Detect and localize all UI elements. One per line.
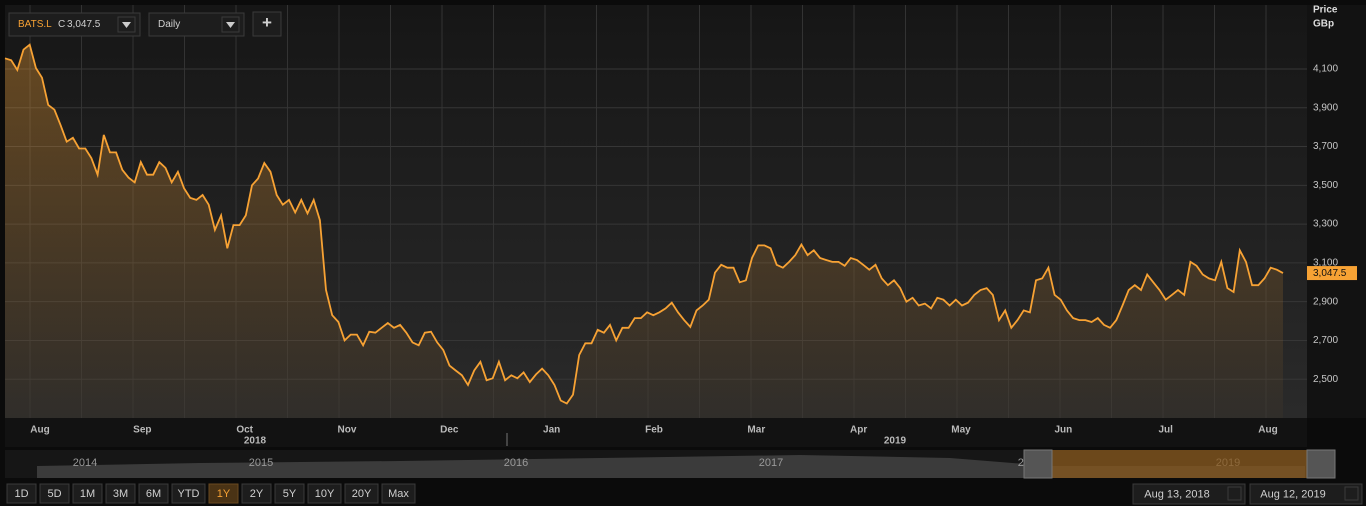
range-button-label: 2Y xyxy=(250,488,264,500)
x-tick-label: Apr xyxy=(850,425,867,436)
y-tick-label: 2,500 xyxy=(1313,374,1338,385)
x-tick-label: Aug xyxy=(30,425,49,436)
navigator-year: 2014 xyxy=(73,457,97,469)
range-button[interactable]: 10Y xyxy=(307,483,342,504)
y-tick-label: 3,900 xyxy=(1313,102,1338,113)
range-button-label: 6M xyxy=(146,488,161,500)
y-tick-label: 2,900 xyxy=(1313,296,1338,307)
range-button[interactable]: 6M xyxy=(138,483,169,504)
interval-select[interactable]: Daily xyxy=(148,12,245,37)
range-button-label: 5D xyxy=(47,488,61,500)
range-button-bg xyxy=(171,483,206,504)
y-axis-label: Price xyxy=(1313,5,1338,16)
range-buttons: 1D 5D 1M 3M 6M YTD 1Y 2Y 5Y 10Y 20Y Max xyxy=(6,483,416,504)
range-button-label: 1M xyxy=(80,488,95,500)
range-button[interactable]: Max xyxy=(381,483,416,504)
x-tick-label: Jun xyxy=(1054,425,1072,436)
range-button-bg xyxy=(39,483,70,504)
navigator-year: 2017 xyxy=(759,457,783,469)
range-button-label: 20Y xyxy=(352,488,372,500)
interval: Daily xyxy=(158,19,180,30)
range-button-bg xyxy=(344,483,379,504)
range-button-bg xyxy=(307,483,342,504)
y-tick-label: 4,100 xyxy=(1313,64,1338,75)
year-label: 2019 xyxy=(884,436,907,447)
navigator-silhouette xyxy=(37,455,1305,478)
range-button[interactable]: 1D xyxy=(6,483,37,504)
range-button[interactable]: 3M xyxy=(105,483,136,504)
range-button[interactable]: 2Y xyxy=(241,483,272,504)
navigator-year: 2015 xyxy=(249,457,273,469)
x-tick-label: Oct xyxy=(236,425,253,436)
range-button-bg xyxy=(381,483,416,504)
range-button-label: 5Y xyxy=(283,488,297,500)
navigator-year: 2016 xyxy=(504,457,528,469)
range-button[interactable]: 5D xyxy=(39,483,70,504)
navigator-handle-right[interactable] xyxy=(1306,449,1336,479)
instrument: BATS.L xyxy=(18,19,52,30)
x-tick-label: Jan xyxy=(543,425,560,436)
range-button-label: 1Y xyxy=(217,488,231,500)
range-button[interactable]: 1Y xyxy=(208,483,239,504)
date-from[interactable]: Aug 13, 2018 xyxy=(1132,483,1246,505)
x-tick-label: Jul xyxy=(1158,425,1173,436)
x-tick-label: Feb xyxy=(645,425,663,436)
x-tick-label: Mar xyxy=(747,425,765,436)
navigator-handle-left[interactable] xyxy=(1023,449,1053,479)
date-to[interactable]: Aug 12, 2019 xyxy=(1249,483,1363,505)
range-button-label: YTD xyxy=(178,488,200,500)
range-button-label: Max xyxy=(388,488,409,500)
range-button-bg xyxy=(105,483,136,504)
y-tick-label: 3,100 xyxy=(1313,258,1338,269)
y-axis-unit: GBp xyxy=(1313,19,1334,30)
y-tick-label: 3,700 xyxy=(1313,141,1338,152)
add-button[interactable]: + xyxy=(252,11,282,37)
x-tick-label: Sep xyxy=(133,425,151,436)
range-button[interactable]: 20Y xyxy=(344,483,379,504)
range-button-bg xyxy=(241,483,272,504)
y-tick-label: 3,300 xyxy=(1313,219,1338,230)
range-button[interactable]: 5Y xyxy=(274,483,305,504)
x-tick-label: May xyxy=(951,425,971,436)
range-button-label: 3M xyxy=(113,488,128,500)
range-button-bg xyxy=(6,483,37,504)
x-tick-label: Aug xyxy=(1258,425,1277,436)
x-tick-label: Dec xyxy=(440,425,459,436)
x-tick-label: Nov xyxy=(338,425,357,436)
range-button-bg xyxy=(138,483,169,504)
range-button-bg xyxy=(72,483,103,504)
range-button-bg xyxy=(274,483,305,504)
navigator-window[interactable] xyxy=(1052,450,1307,478)
marks: 2,500 2,700 2,900 3,100 3,300 3,500 3,700 3,900… xyxy=(4,43,1357,447)
date-from-label: Aug 13, 2018 xyxy=(1144,488,1209,500)
instrument-select[interactable]: BATS.L C 3,047.5 xyxy=(8,12,141,37)
area xyxy=(5,44,1283,418)
date-to-label: Aug 12, 2019 xyxy=(1260,488,1325,500)
y-tick-label: 3,500 xyxy=(1313,180,1338,191)
close-value: 3,047.5 xyxy=(67,19,101,30)
year-label: 2018 xyxy=(244,436,267,447)
close-prefix: C xyxy=(58,19,65,30)
range-button[interactable]: 1M xyxy=(72,483,103,504)
range-button[interactable]: YTD xyxy=(171,483,206,504)
range-button-bg xyxy=(208,483,239,504)
add-label: + xyxy=(262,13,272,32)
price-line xyxy=(4,43,1284,405)
x-axis-panel xyxy=(5,418,1307,447)
range-button-label: 1D xyxy=(14,488,28,500)
y-tick-label: 2,700 xyxy=(1313,335,1338,346)
last-value-label: 3,047.5 xyxy=(1313,268,1347,279)
range-button-label: 10Y xyxy=(315,488,335,500)
y-axis-panel xyxy=(1307,5,1366,418)
last-value-box xyxy=(1307,266,1357,281)
